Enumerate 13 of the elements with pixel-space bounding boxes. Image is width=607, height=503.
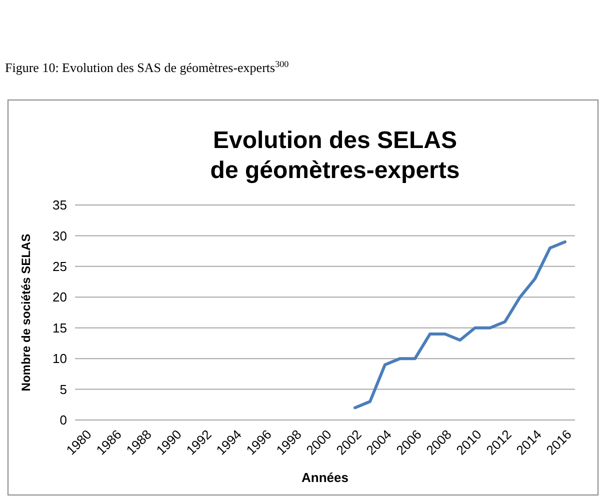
y-tick-label: 0 (60, 412, 67, 428)
y-tick-label: 20 (52, 290, 67, 305)
line-series (354, 240, 566, 410)
y-tick-label: 15 (52, 320, 67, 336)
y-tick-label: 10 (52, 351, 67, 366)
y-tick-label: 30 (52, 228, 67, 244)
y-axis-title: Nombre de sociétés SELAS (19, 234, 33, 392)
y-tick-label: 35 (52, 198, 67, 213)
y-tick-label: 25 (52, 258, 67, 274)
caption: Figure 10: Evolution des SAS de géomètres-experts$^{300}$ (5, 59, 290, 75)
y-tick-label: 5 (60, 382, 67, 397)
x-axis-title: Années (302, 470, 348, 485)
chart-title: Evolution des SELAS de géomètres-experts (210, 127, 460, 184)
